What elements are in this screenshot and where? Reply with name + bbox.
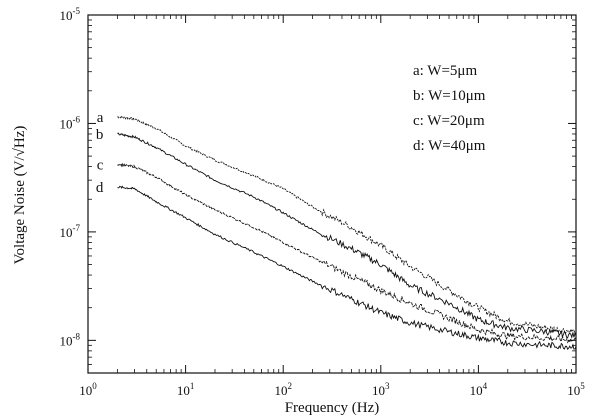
x-tick-label: 105	[567, 381, 585, 398]
plot-frame	[87, 14, 577, 374]
legend-entry-c: c: W=20μm	[413, 113, 485, 129]
x-tick-label: 100	[79, 381, 97, 398]
series-tag-d: d	[96, 180, 104, 196]
x-axis-label: Frequency (Hz)	[285, 400, 380, 416]
x-tick-label: 104	[470, 381, 488, 398]
x-tick-label: 101	[177, 381, 195, 398]
y-tick-label: 10-5	[60, 6, 81, 23]
series-line-a	[117, 115, 577, 336]
series-line-b	[117, 132, 577, 339]
x-tick-label: 102	[274, 381, 292, 398]
series-layer	[117, 115, 577, 351]
axis-ticks: 100 101 102 103 104 105 10-8 10-7 10-6 10-5	[60, 6, 586, 398]
series-line-d	[117, 185, 577, 351]
legend-entry-b: b: W=10μm	[413, 88, 486, 104]
series-line-c	[117, 162, 577, 344]
legend-entry-a: a: W=5μm	[413, 63, 477, 79]
y-tick-label: 10-6	[60, 114, 81, 131]
series-tag-c: c	[97, 157, 104, 173]
legend: a: W=5μm b: W=10μm c: W=20μm d: W=40μm	[413, 63, 486, 154]
y-tick-label: 10-8	[60, 331, 81, 348]
series-tag-b: b	[96, 127, 104, 143]
legend-entry-d: d: W=40μm	[413, 138, 486, 154]
series-tag-a: a	[97, 110, 104, 126]
y-tick-label: 10-7	[60, 223, 81, 240]
x-tick-label: 103	[372, 381, 390, 398]
y-axis-label: Voltage Noise (V/√Hz)	[12, 126, 28, 265]
